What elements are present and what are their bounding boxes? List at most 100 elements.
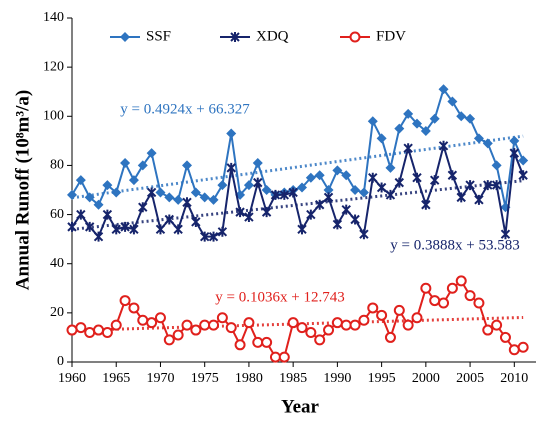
marker <box>111 187 122 198</box>
y-tick-label: 60 <box>50 207 64 222</box>
marker <box>137 160 148 171</box>
marker <box>474 194 484 205</box>
marker <box>429 295 441 307</box>
y-tick-label: 140 <box>43 10 64 25</box>
marker <box>199 192 210 203</box>
trend-equation: y = 0.4924x + 66.327 <box>120 101 250 117</box>
marker <box>403 108 414 119</box>
marker <box>332 219 343 230</box>
marker <box>323 192 334 203</box>
marker <box>75 322 87 334</box>
marker <box>509 148 520 159</box>
marker <box>464 290 476 302</box>
legend-marker <box>230 32 240 42</box>
marker <box>243 317 255 329</box>
marker <box>297 224 307 235</box>
marker <box>208 319 220 331</box>
x-tick-label: 1990 <box>323 371 351 386</box>
marker <box>261 336 273 348</box>
marker <box>394 123 405 134</box>
marker <box>208 231 219 242</box>
trend-line <box>71 179 524 231</box>
marker <box>394 177 405 188</box>
marker <box>235 207 245 218</box>
marker <box>473 133 484 144</box>
legend-label: SSF <box>146 28 171 44</box>
x-tick-label: 1960 <box>58 371 86 386</box>
marker <box>517 341 529 353</box>
marker <box>164 214 175 225</box>
marker <box>120 157 131 168</box>
y-tick-label: 40 <box>50 256 64 271</box>
legend-label: FDV <box>376 28 406 44</box>
marker <box>482 138 493 149</box>
marker <box>465 113 476 124</box>
marker <box>67 221 77 232</box>
y-axis-title: Annual Runoff (10⁸m³/a) <box>12 90 33 290</box>
marker <box>217 226 228 237</box>
x-tick-label: 2000 <box>412 371 440 386</box>
marker <box>341 170 352 181</box>
marker <box>456 192 466 203</box>
marker <box>306 209 316 220</box>
marker <box>358 314 370 326</box>
marker <box>217 180 228 191</box>
marker <box>393 304 405 316</box>
marker <box>340 319 352 331</box>
marker <box>412 118 422 129</box>
marker <box>518 170 528 181</box>
marker <box>76 209 86 220</box>
marker <box>350 185 361 195</box>
marker <box>279 189 290 200</box>
marker <box>429 113 440 124</box>
marker <box>509 135 520 146</box>
marker <box>358 187 369 198</box>
marker <box>420 282 432 294</box>
marker <box>438 140 449 151</box>
marker <box>446 282 458 294</box>
marker <box>199 231 210 242</box>
marker <box>323 185 334 195</box>
marker <box>359 229 369 240</box>
marker <box>261 207 272 218</box>
x-tick-label: 1985 <box>279 371 307 386</box>
marker <box>438 84 449 95</box>
marker <box>154 312 166 324</box>
series-line <box>71 142 525 239</box>
marker <box>216 312 228 324</box>
marker <box>385 162 396 173</box>
x-tick-label: 1970 <box>146 371 174 386</box>
marker <box>385 189 396 200</box>
marker <box>225 322 237 334</box>
legend-marker <box>349 31 361 43</box>
marker <box>500 229 511 240</box>
marker <box>110 319 122 331</box>
x-tick-label: 1980 <box>235 371 263 386</box>
marker <box>305 327 317 339</box>
marker <box>137 314 149 326</box>
marker <box>146 187 157 198</box>
marker <box>323 324 335 336</box>
marker <box>93 231 104 242</box>
marker <box>331 317 343 329</box>
marker <box>376 309 388 321</box>
marker <box>314 334 326 346</box>
marker <box>208 194 219 205</box>
legend-label: XDQ <box>256 28 289 44</box>
marker <box>243 180 254 191</box>
x-tick-label: 2005 <box>456 371 484 386</box>
marker <box>429 175 440 186</box>
marker <box>101 327 113 339</box>
marker <box>252 336 264 348</box>
marker <box>483 180 493 191</box>
marker <box>368 172 378 183</box>
marker <box>84 327 96 339</box>
marker <box>367 302 379 314</box>
marker <box>518 155 529 166</box>
marker <box>411 312 423 324</box>
y-tick-label: 80 <box>50 158 64 173</box>
marker <box>244 212 254 223</box>
marker <box>190 187 201 198</box>
x-tick-label: 2010 <box>500 371 528 386</box>
